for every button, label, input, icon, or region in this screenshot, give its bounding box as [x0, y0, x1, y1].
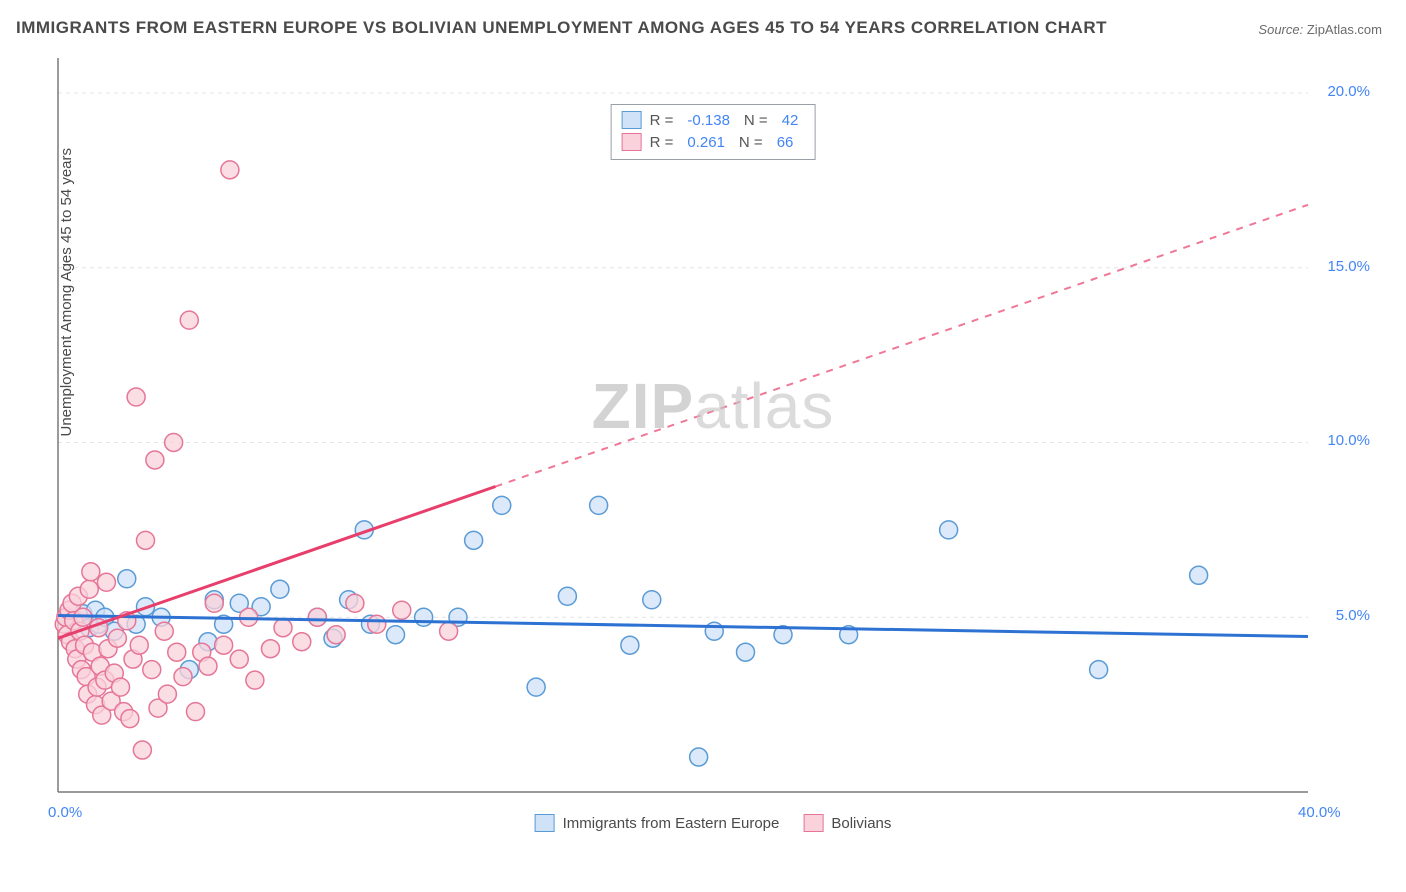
chart-title: IMMIGRANTS FROM EASTERN EUROPE VS BOLIVI…: [16, 18, 1107, 38]
legend-n-value: 42: [776, 112, 805, 129]
correlation-legend-row: R = 0.261 N = 66: [622, 131, 805, 153]
series-legend: Immigrants from Eastern Europe Bolivians: [535, 814, 892, 832]
legend-r-value: -0.138: [681, 112, 736, 129]
legend-swatch: [803, 814, 823, 832]
y-axis-label: Unemployment Among Ages 45 to 54 years: [58, 148, 75, 437]
legend-n-label: N =: [744, 112, 768, 129]
x-tick-label: 40.0%: [1298, 804, 1341, 821]
legend-swatch: [622, 133, 642, 151]
correlation-legend-row: R = -0.138 N = 42: [622, 109, 805, 131]
legend-r-label: R =: [650, 112, 674, 129]
legend-swatch: [535, 814, 555, 832]
correlation-legend: R =-0.138N =42R =0.261N =66: [611, 104, 816, 160]
source-value: ZipAtlas.com: [1307, 22, 1382, 37]
legend-r-label: R =: [650, 134, 674, 151]
legend-swatch: [622, 111, 642, 129]
scatter-plot-svg: [48, 50, 1378, 840]
y-tick-label: 10.0%: [1327, 432, 1370, 449]
series-legend-item: Immigrants from Eastern Europe: [535, 814, 780, 832]
y-tick-label: 20.0%: [1327, 83, 1370, 100]
legend-n-value: 66: [771, 134, 800, 151]
series-legend-label: Immigrants from Eastern Europe: [563, 815, 780, 832]
series-legend-item: Bolivians: [803, 814, 891, 832]
series-legend-label: Bolivians: [831, 815, 891, 832]
y-tick-label: 15.0%: [1327, 258, 1370, 275]
legend-r-value: 0.261: [681, 134, 731, 151]
source-citation: Source: ZipAtlas.com: [1258, 22, 1382, 37]
chart-area: Unemployment Among Ages 45 to 54 years Z…: [48, 50, 1378, 840]
y-tick-label: 5.0%: [1336, 607, 1370, 624]
source-label: Source:: [1258, 22, 1303, 37]
x-tick-label: 0.0%: [48, 804, 82, 821]
legend-n-label: N =: [739, 134, 763, 151]
